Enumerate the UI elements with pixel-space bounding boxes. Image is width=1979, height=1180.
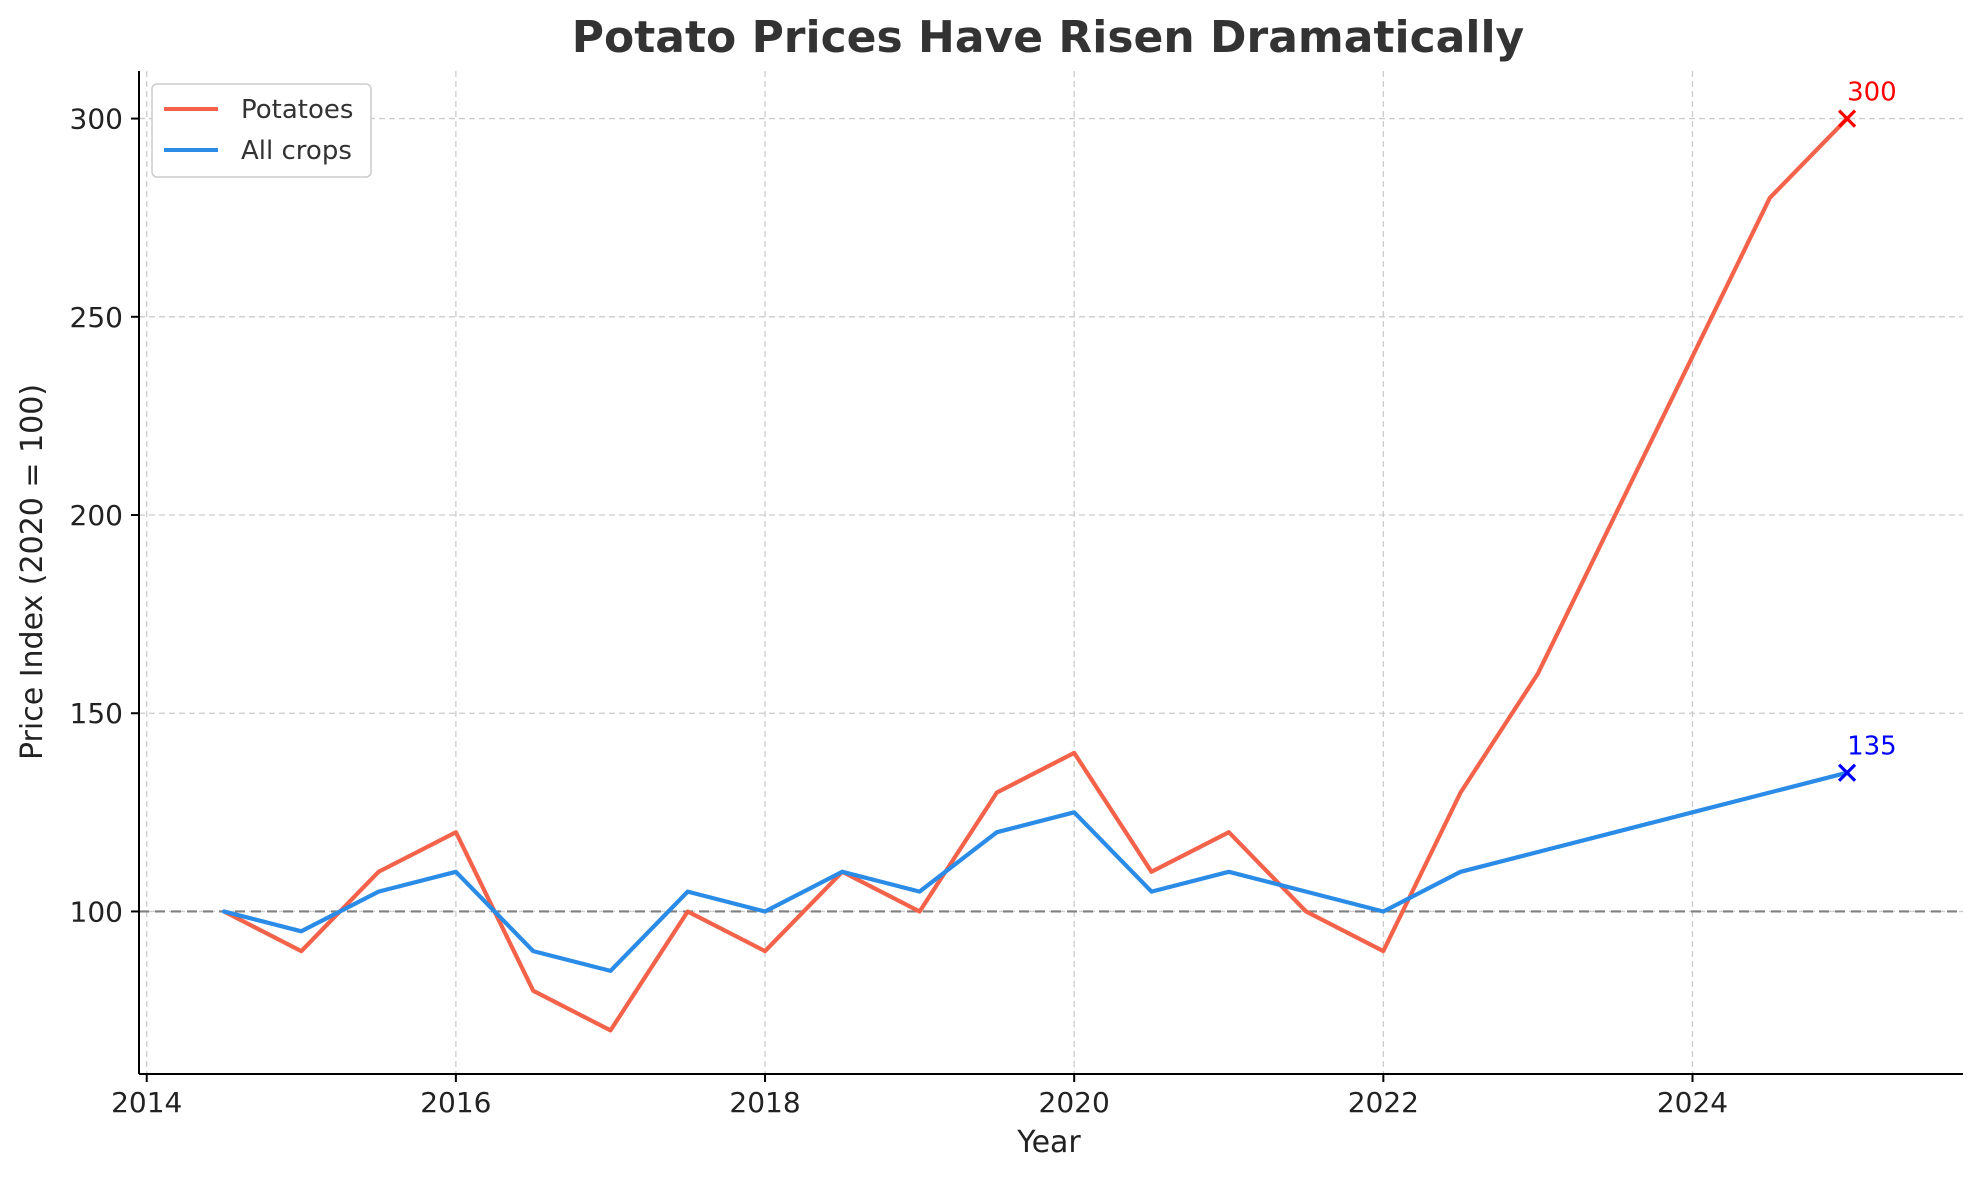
legend-label-all-crops: All crops bbox=[241, 136, 352, 166]
y-tick-label-250: 250 bbox=[70, 301, 123, 334]
legend-label-potatoes: Potatoes bbox=[241, 95, 353, 125]
x-axis-ticks: 2014 2016 2018 2020 2022 2024 bbox=[111, 1074, 1728, 1119]
y-tick-label-100: 100 bbox=[70, 895, 123, 928]
x-tick-label-2014: 2014 bbox=[111, 1086, 182, 1119]
x-tick-label-2022: 2022 bbox=[1348, 1086, 1419, 1119]
grid bbox=[139, 71, 1963, 1074]
series-layer bbox=[221, 116, 1850, 1033]
x-axis-label: Year bbox=[1016, 1125, 1081, 1160]
x-tick-label-2018: 2018 bbox=[729, 1086, 800, 1119]
x-tick-label-2016: 2016 bbox=[420, 1086, 491, 1119]
x-tick-label-2024: 2024 bbox=[1657, 1086, 1728, 1119]
annotation-label-300: 300 bbox=[1847, 78, 1897, 108]
y-axis-ticks: 100 150 200 250 300 bbox=[70, 103, 139, 928]
chart-title: Potato Prices Have Risen Dramatically bbox=[572, 12, 1524, 63]
y-tick-label-300: 300 bbox=[70, 103, 123, 136]
annotation-label-135: 135 bbox=[1847, 732, 1897, 762]
legend: Potatoes All crops bbox=[151, 83, 372, 178]
annotation-marker-135 bbox=[1837, 763, 1857, 782]
y-tick-label-150: 150 bbox=[70, 697, 123, 730]
x-tick-label-2020: 2020 bbox=[1039, 1086, 1110, 1119]
annotation-marker-300 bbox=[1837, 109, 1857, 128]
annotation-layer: 300 135 bbox=[1837, 78, 1897, 782]
series-line-all-crops bbox=[221, 770, 1850, 974]
y-tick-label-200: 200 bbox=[70, 499, 123, 532]
y-axis-label: Price Index (2020 = 100) bbox=[15, 384, 50, 760]
